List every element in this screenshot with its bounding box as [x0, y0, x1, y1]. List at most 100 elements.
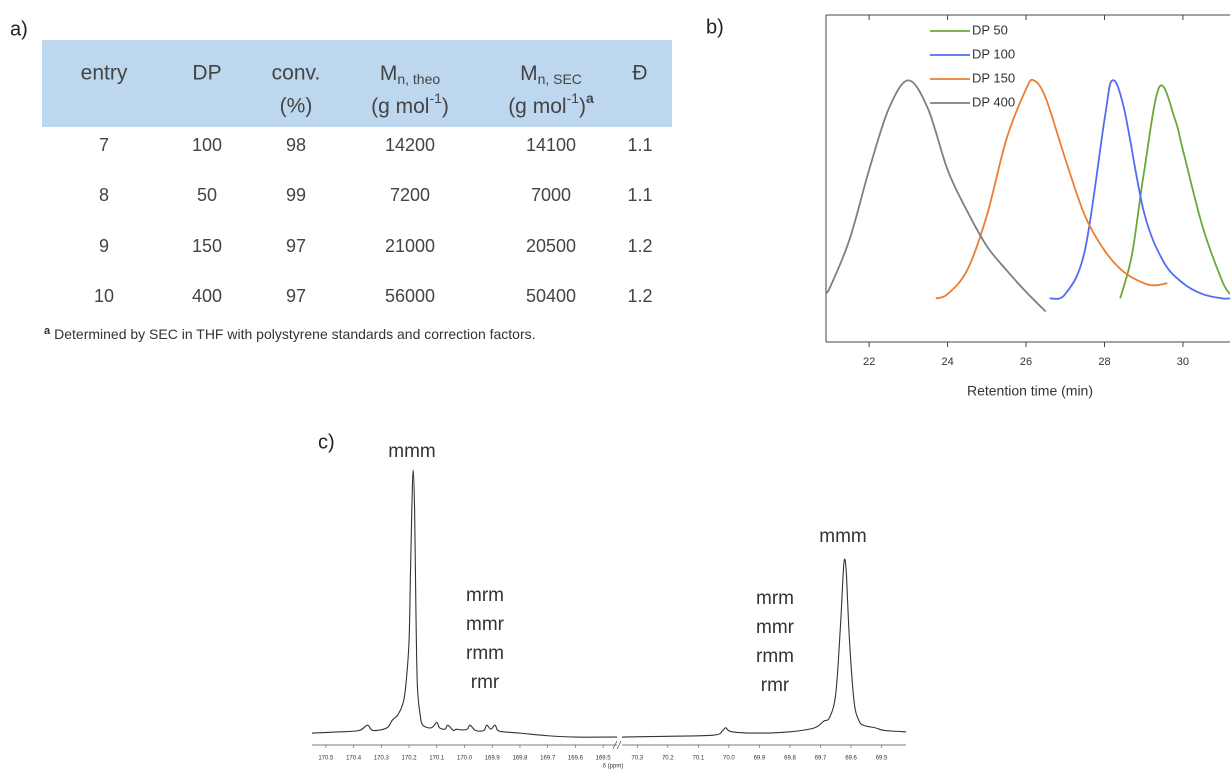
x-tick-label: 70.3	[631, 756, 643, 762]
table-cell: 10	[94, 286, 114, 306]
x-tick-label: 170.1	[429, 756, 445, 762]
x-tick-label: 28	[1098, 356, 1110, 368]
footnote-text: Determined by SEC in THF with polystyren…	[54, 326, 535, 342]
peak-annotation: mmr	[466, 614, 505, 635]
x-axis-title: δ (ppm)	[603, 764, 624, 770]
x-tick-label: 69.9	[754, 756, 766, 762]
table-cell: 1.1	[627, 135, 652, 155]
table-cell: 20500	[526, 236, 576, 256]
x-tick-label: 170.2	[402, 756, 418, 762]
peak-annotation: mrm	[466, 585, 504, 606]
x-tick-label: 169.6	[568, 756, 584, 762]
table-cell: 21000	[385, 236, 435, 256]
table-header: DP	[192, 62, 221, 85]
table-cell: 7000	[531, 185, 571, 205]
peak-annotation: mmm	[388, 441, 435, 462]
peak-annotation: rmm	[466, 643, 504, 664]
table-header: (g mol-1)a	[508, 90, 594, 118]
peak-annotation: rmr	[471, 672, 500, 693]
footnote: a Determined by SEC in THF with polystyre…	[44, 325, 536, 342]
table-cell: 7200	[390, 185, 430, 205]
x-tick-label: 70.2	[662, 756, 674, 762]
spectrum-line	[311, 469, 618, 738]
x-tick-label: 170.4	[346, 756, 362, 762]
x-tick-label: 170.5	[318, 756, 334, 762]
series-line	[826, 79, 1047, 313]
series-line	[1119, 84, 1230, 299]
table-header: conv.	[272, 62, 321, 85]
x-tick-label: 169.9	[485, 756, 501, 762]
panel-label: c)	[318, 431, 335, 453]
legend-label: DP 50	[972, 22, 1008, 37]
x-tick-label: 69.5	[876, 756, 888, 762]
spectrum-line	[621, 558, 907, 738]
table-cell: 1.2	[627, 236, 652, 256]
panel-label: b)	[706, 16, 724, 38]
x-tick-label: 169.7	[540, 756, 556, 762]
table-cell: 97	[286, 236, 306, 256]
x-tick-label: 69.7	[815, 756, 827, 762]
table-header-band	[42, 40, 672, 127]
table-cell: 8	[99, 185, 109, 205]
legend-label: DP 100	[972, 46, 1015, 61]
header-text: )	[442, 95, 449, 118]
table-cell: 14100	[526, 135, 576, 155]
x-tick-label: 69.6	[845, 756, 857, 762]
header-superscript: -1	[567, 90, 580, 106]
table-header: (%)	[280, 95, 313, 118]
table-cell: 1.2	[627, 286, 652, 306]
x-tick-label: 24	[941, 356, 953, 368]
header-superscript: -1	[429, 90, 442, 106]
header-text: (g mol	[508, 95, 566, 118]
peak-annotation: rmm	[756, 646, 794, 667]
x-tick-label: 70.1	[693, 756, 705, 762]
table-cell: 56000	[385, 286, 435, 306]
table-cell: 7	[99, 135, 109, 155]
x-tick-label: 169.5	[596, 756, 612, 762]
table-cell: 50400	[526, 286, 576, 306]
x-tick-label: 26	[1020, 356, 1032, 368]
table-header: (g mol-1)	[371, 90, 449, 118]
header-text: )	[579, 95, 586, 118]
table-header: entry	[81, 62, 128, 85]
x-tick-label: 30	[1177, 356, 1189, 368]
table-cell: 150	[192, 236, 222, 256]
table-cell: 400	[192, 286, 222, 306]
table-cell: 50	[197, 185, 217, 205]
header-subscript: n, SEC	[538, 71, 582, 87]
table-header: Đ	[632, 62, 647, 85]
x-tick-label: 170.0	[457, 756, 473, 762]
x-tick-label: 169.8	[512, 756, 528, 762]
table-cell: 100	[192, 135, 222, 155]
x-tick-label: 170.3	[374, 756, 390, 762]
table-cell: 97	[286, 286, 306, 306]
footnote-mark: a	[44, 325, 51, 337]
peak-annotation: mmr	[756, 617, 795, 638]
x-tick-label: 22	[863, 356, 875, 368]
table-cell: 1.1	[627, 185, 652, 205]
panel-label: a)	[10, 18, 28, 40]
series-line	[935, 78, 1168, 300]
table-cell: 9	[99, 236, 109, 256]
table-cell: 14200	[385, 135, 435, 155]
x-tick-label: 70.0	[723, 756, 735, 762]
x-axis-title: Retention time (min)	[967, 383, 1093, 399]
peak-annotation: mrm	[756, 588, 794, 609]
header-text: M	[520, 62, 538, 85]
peak-annotation: mmm	[819, 526, 866, 547]
series-line	[1049, 79, 1230, 300]
header-text: M	[380, 62, 398, 85]
table-header: Mn, SEC	[520, 62, 582, 87]
table-cell: 99	[286, 185, 306, 205]
header-subscript: n, theo	[397, 71, 440, 87]
legend-label: DP 150	[972, 70, 1015, 85]
header-text: (g mol	[371, 95, 429, 118]
peak-annotation: rmr	[761, 675, 790, 696]
legend-label: DP 400	[972, 94, 1015, 109]
header-note: a	[586, 90, 594, 106]
table-cell: 98	[286, 135, 306, 155]
table-header: Mn, theo	[380, 62, 441, 87]
x-tick-label: 69.8	[784, 756, 796, 762]
